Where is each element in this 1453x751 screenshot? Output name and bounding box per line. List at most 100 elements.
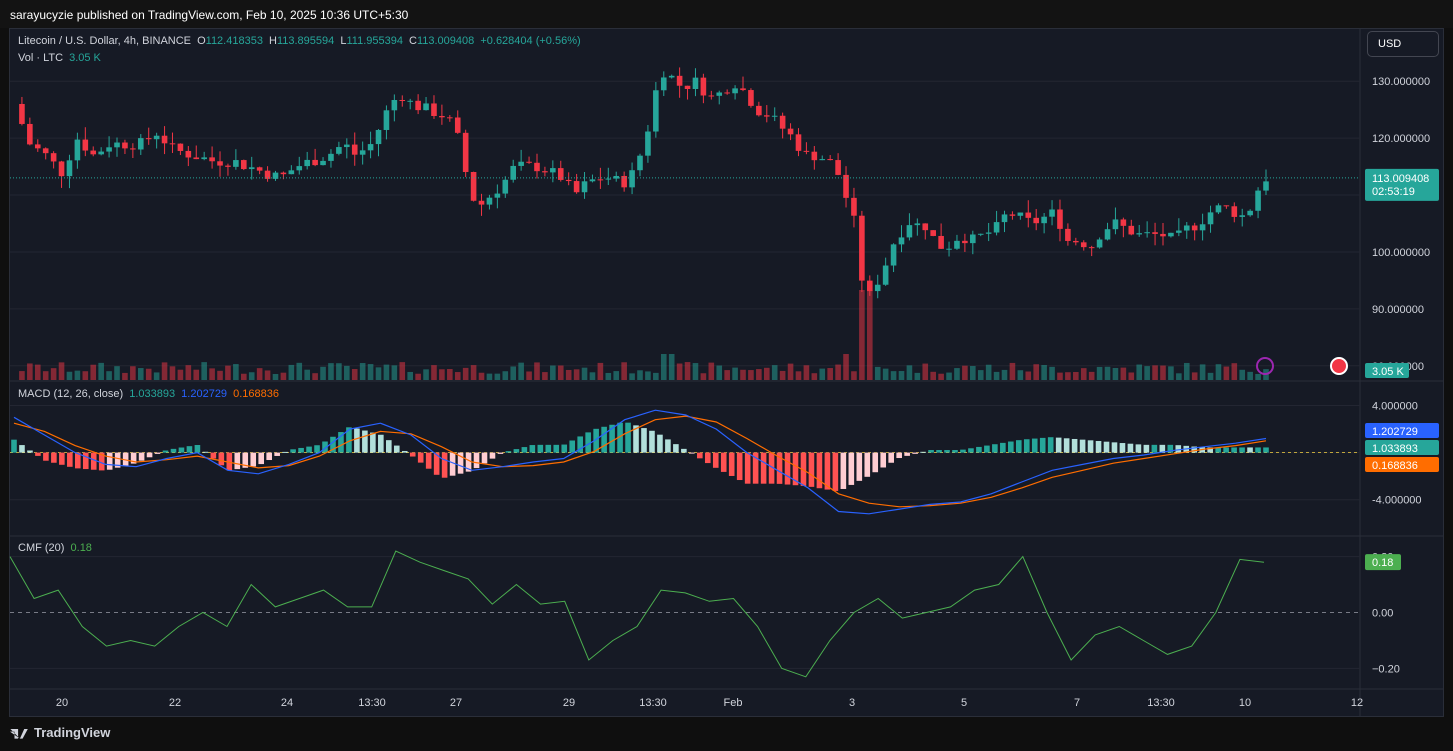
us-flag-icon[interactable] bbox=[1330, 357, 1348, 375]
candle-down bbox=[1073, 240, 1079, 243]
macd-histogram-bar bbox=[537, 444, 544, 453]
macd-histogram-bar bbox=[250, 452, 257, 467]
candle-up bbox=[946, 248, 952, 250]
macd-line bbox=[13, 409, 1267, 515]
macd-histogram-bar bbox=[776, 452, 783, 484]
volume-bar bbox=[1207, 372, 1214, 380]
candle-up bbox=[906, 225, 913, 238]
macd-histogram-bar bbox=[194, 445, 201, 453]
volume-bar bbox=[201, 362, 207, 380]
macd-histogram-bar bbox=[298, 447, 304, 453]
volume-bar bbox=[240, 373, 247, 380]
open-value: 112.418353 bbox=[205, 35, 263, 47]
macd-histogram-bar bbox=[43, 452, 49, 461]
macd-histogram-bar bbox=[872, 452, 879, 473]
candle-down bbox=[439, 116, 445, 118]
candle-down bbox=[676, 75, 683, 86]
macd-histogram-bar bbox=[649, 430, 655, 453]
candle-down bbox=[161, 135, 168, 144]
volume-bar bbox=[193, 369, 200, 380]
macd-histogram-bar bbox=[1095, 441, 1102, 453]
candle-up bbox=[914, 223, 921, 226]
macd-histogram-bar bbox=[106, 452, 113, 470]
macd-histogram-bar bbox=[1207, 447, 1213, 453]
macd-histogram-bar bbox=[1215, 447, 1221, 453]
candle-up bbox=[1001, 214, 1008, 223]
volume-bar bbox=[1223, 366, 1230, 380]
symbol-title[interactable]: Litecoin / U.S. Dollar, 4h, BINANCE bbox=[18, 35, 192, 47]
cmf-legend: CMF (20) 0.18 bbox=[18, 542, 95, 554]
volume-bar bbox=[1080, 368, 1087, 380]
volume-bar bbox=[486, 373, 493, 380]
volume-bar bbox=[1057, 372, 1063, 380]
volume-bar bbox=[383, 364, 390, 380]
volume-bar bbox=[1088, 371, 1095, 380]
time-tick-label: 13:30 bbox=[358, 697, 386, 709]
volume-bar bbox=[288, 364, 295, 380]
volume-bar bbox=[970, 366, 976, 380]
histogram-badge bbox=[1365, 457, 1439, 472]
volume-bar bbox=[122, 372, 128, 380]
candle-up bbox=[550, 168, 556, 173]
macd-histogram-bar bbox=[744, 452, 751, 484]
candle-up bbox=[288, 170, 295, 175]
macd-badge-label: 1.033893 bbox=[1372, 443, 1418, 455]
currency-button[interactable]: USD bbox=[1367, 31, 1439, 57]
macd-histogram-bar bbox=[330, 436, 336, 453]
volume-bar bbox=[922, 363, 929, 380]
macd-histogram-bar bbox=[401, 450, 408, 453]
high-value: 113.895594 bbox=[276, 35, 335, 47]
candle-down bbox=[922, 223, 929, 231]
candle-down bbox=[145, 138, 152, 140]
macd-label[interactable]: MACD (12, 26, close) bbox=[18, 388, 124, 400]
macd-histogram-bar bbox=[162, 450, 169, 453]
volume-bar bbox=[1168, 366, 1174, 380]
volume-bar bbox=[478, 372, 485, 380]
macd-histogram-bar bbox=[768, 452, 775, 484]
volume-bar bbox=[1136, 364, 1143, 380]
candle-up bbox=[423, 103, 429, 111]
volume-bar bbox=[930, 371, 936, 380]
volume-bar bbox=[74, 370, 81, 380]
volume-bar bbox=[985, 364, 992, 380]
macd-histogram-bar bbox=[322, 441, 328, 453]
macd-histogram-bar bbox=[529, 445, 536, 453]
candle-up bbox=[248, 167, 255, 170]
volume-bar bbox=[90, 364, 97, 380]
candle-down bbox=[90, 150, 97, 155]
volume-bar bbox=[605, 372, 612, 380]
macd-histogram-bar bbox=[393, 445, 400, 453]
macd-histogram-bar bbox=[1263, 447, 1269, 453]
time-tick-label: 24 bbox=[281, 697, 293, 709]
candle-up bbox=[114, 142, 120, 148]
candle-down bbox=[534, 162, 540, 172]
macd-histogram-bar bbox=[59, 452, 65, 465]
volume-label[interactable]: Vol · LTC bbox=[18, 52, 64, 64]
cmf-label[interactable]: CMF (20) bbox=[18, 542, 65, 554]
macd-histogram-bar bbox=[1223, 447, 1229, 453]
lightning-icon[interactable] bbox=[1256, 357, 1274, 375]
candle-up bbox=[272, 172, 279, 179]
macd-histogram-bar bbox=[1079, 439, 1086, 453]
macd-histogram-bar bbox=[1047, 437, 1054, 453]
macd-histogram-bar bbox=[625, 422, 631, 453]
candle-down bbox=[597, 179, 604, 181]
candle-up bbox=[1199, 224, 1206, 231]
volume-bar bbox=[859, 290, 865, 380]
macd-histogram-bar bbox=[489, 452, 496, 459]
macd-histogram-bar bbox=[242, 452, 249, 468]
volume-bar bbox=[351, 369, 358, 380]
macd-histogram-bar bbox=[114, 452, 121, 468]
macd-histogram-bar bbox=[505, 451, 512, 453]
candle-down bbox=[1128, 225, 1135, 235]
candle-down bbox=[1152, 232, 1158, 234]
footer-brand[interactable]: TradingView bbox=[10, 725, 110, 740]
macd-histogram-bar bbox=[338, 432, 344, 453]
volume-bar bbox=[1033, 364, 1040, 380]
candle-up bbox=[970, 234, 976, 244]
macd-histogram-bar bbox=[186, 446, 193, 453]
candle-down bbox=[34, 144, 41, 149]
volume-bar bbox=[589, 372, 596, 380]
volume-bar bbox=[803, 365, 810, 380]
